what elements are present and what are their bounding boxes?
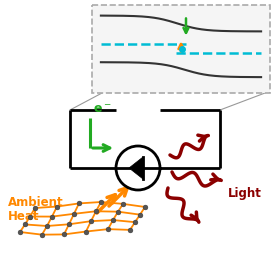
Polygon shape [129,157,143,179]
Text: Heat: Heat [8,210,39,222]
FancyBboxPatch shape [92,5,270,93]
Text: Ambient: Ambient [8,196,64,209]
Text: Light: Light [228,186,262,200]
Text: e$^-$: e$^-$ [93,103,112,116]
